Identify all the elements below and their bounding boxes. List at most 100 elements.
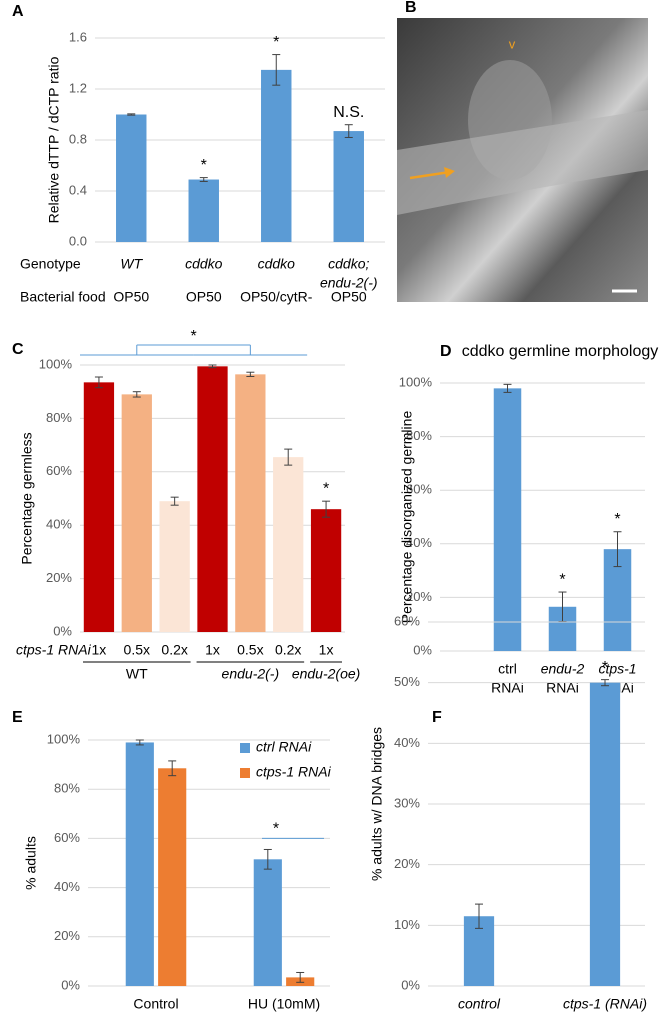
significance-label: * xyxy=(559,571,565,588)
x-tick-label: ctps-1 xyxy=(598,661,636,677)
panel-letter: A xyxy=(12,3,24,20)
y-tick-label: 100% xyxy=(399,374,433,389)
y-tick-label: 0% xyxy=(53,623,72,638)
significance-label: * xyxy=(614,511,620,528)
bar xyxy=(333,131,364,242)
y-tick-label: 40% xyxy=(46,517,72,532)
bracket-label: * xyxy=(190,328,196,345)
x-tick-label: ctps-1 (RNAi) xyxy=(563,996,647,1012)
food-label: OP50 xyxy=(113,289,149,305)
panel-letter: B xyxy=(405,0,417,16)
x-tick-label: Control xyxy=(133,996,178,1012)
y-tick-label: 40% xyxy=(54,879,80,894)
micrograph xyxy=(397,18,648,302)
bar xyxy=(589,682,621,986)
y-tick-label: 80% xyxy=(406,428,432,443)
row-label: ctps-1 RNAi xyxy=(16,642,92,658)
x-tick-label: 0.5x xyxy=(124,642,150,658)
y-tick-label: 20% xyxy=(406,589,432,604)
y-tick-label: 50% xyxy=(394,674,420,689)
x-tick-label: RNAi xyxy=(491,680,524,696)
x-tick-label: 0.2x xyxy=(275,642,301,658)
y-tick-label: 100% xyxy=(47,731,81,746)
bar xyxy=(310,509,342,632)
x-tick-label: WT xyxy=(120,256,143,272)
y-axis-label: Relative dTTP / dCTP ratio xyxy=(46,56,62,223)
significance-label: * xyxy=(201,157,207,174)
bar xyxy=(253,859,282,986)
y-tick-label: 60% xyxy=(46,463,72,478)
arrow xyxy=(409,170,451,180)
food-label: OP50 xyxy=(186,289,222,305)
panel-letter: C xyxy=(12,341,24,358)
food-label: OP50/cytR- xyxy=(240,289,313,305)
y-tick-label: 60% xyxy=(394,613,420,628)
food-label: OP50 xyxy=(331,289,367,305)
legend-swatch xyxy=(240,743,250,753)
x-tick-label: 0.5x xyxy=(237,642,263,658)
x-tick-label: endu-2 xyxy=(541,661,585,677)
bar xyxy=(235,374,266,632)
x-tick-label: cddko xyxy=(258,256,296,272)
legend-swatch xyxy=(240,768,250,778)
chart-title: cddko germline morphology xyxy=(462,343,659,360)
y-tick-label: 0% xyxy=(61,977,80,992)
bracket-label: * xyxy=(273,821,279,838)
group-label: endu-2(-) xyxy=(222,666,280,682)
panel-letter: D xyxy=(440,343,452,360)
group-label: WT xyxy=(126,666,148,682)
y-axis-label: % adults xyxy=(23,836,39,890)
x-tick-label: 1x xyxy=(92,642,107,658)
x-tick-label: 0.2x xyxy=(161,642,187,658)
micrograph-detail xyxy=(397,110,648,215)
y-tick-label: 0.8 xyxy=(69,131,87,146)
x-tick-label: 1x xyxy=(319,642,334,658)
y-tick-label: 60% xyxy=(406,482,432,497)
bar xyxy=(493,388,522,651)
arrow-head xyxy=(444,167,455,178)
y-tick-label: 10% xyxy=(394,917,420,932)
bar xyxy=(261,69,292,242)
x-tick-label: control xyxy=(458,996,501,1012)
y-tick-label: 0% xyxy=(401,977,420,992)
legend-label: ctps-1 RNAi xyxy=(256,764,332,780)
bar xyxy=(197,366,228,632)
y-tick-label: 1.2 xyxy=(69,80,87,95)
y-tick-label: 30% xyxy=(394,795,420,810)
x-tick-label: HU (10mM) xyxy=(248,996,320,1012)
bar xyxy=(273,457,304,632)
x-tick-label: RNAi xyxy=(546,680,579,696)
significance-label: * xyxy=(323,480,329,497)
bar xyxy=(158,768,187,986)
y-axis-label: Percentage germless xyxy=(19,432,35,564)
panel-letter: F xyxy=(432,709,442,726)
y-tick-label: 0.0 xyxy=(69,233,87,248)
y-tick-label: 60% xyxy=(54,830,80,845)
y-tick-label: 40% xyxy=(394,735,420,750)
y-tick-label: 20% xyxy=(394,856,420,871)
y-tick-label: 1.6 xyxy=(69,29,87,44)
significance-label: * xyxy=(602,659,608,676)
legend-label: ctrl RNAi xyxy=(256,739,312,755)
bar xyxy=(159,501,190,632)
y-axis-label: Percentage disorganized germline xyxy=(399,411,415,624)
bar xyxy=(116,114,147,242)
bar xyxy=(188,179,219,242)
y-tick-label: 20% xyxy=(54,928,80,943)
row-label: Genotype xyxy=(20,256,81,272)
x-tick-label: ctrl xyxy=(498,661,517,677)
bar xyxy=(83,382,115,632)
significance-label: N.S. xyxy=(333,104,364,121)
y-tick-label: 0% xyxy=(413,642,432,657)
x-tick-label: cddko; xyxy=(328,256,369,272)
bar xyxy=(121,394,152,632)
group-label: endu-2(oe) xyxy=(292,666,361,682)
y-tick-label: 20% xyxy=(46,570,72,585)
significance-label: * xyxy=(273,34,279,51)
row-label: Bacterial food xyxy=(20,289,106,305)
y-tick-label: 100% xyxy=(39,356,73,371)
y-tick-label: 80% xyxy=(46,410,72,425)
arrowhead-label: v xyxy=(509,36,516,51)
x-tick-label: cddko xyxy=(185,256,223,272)
